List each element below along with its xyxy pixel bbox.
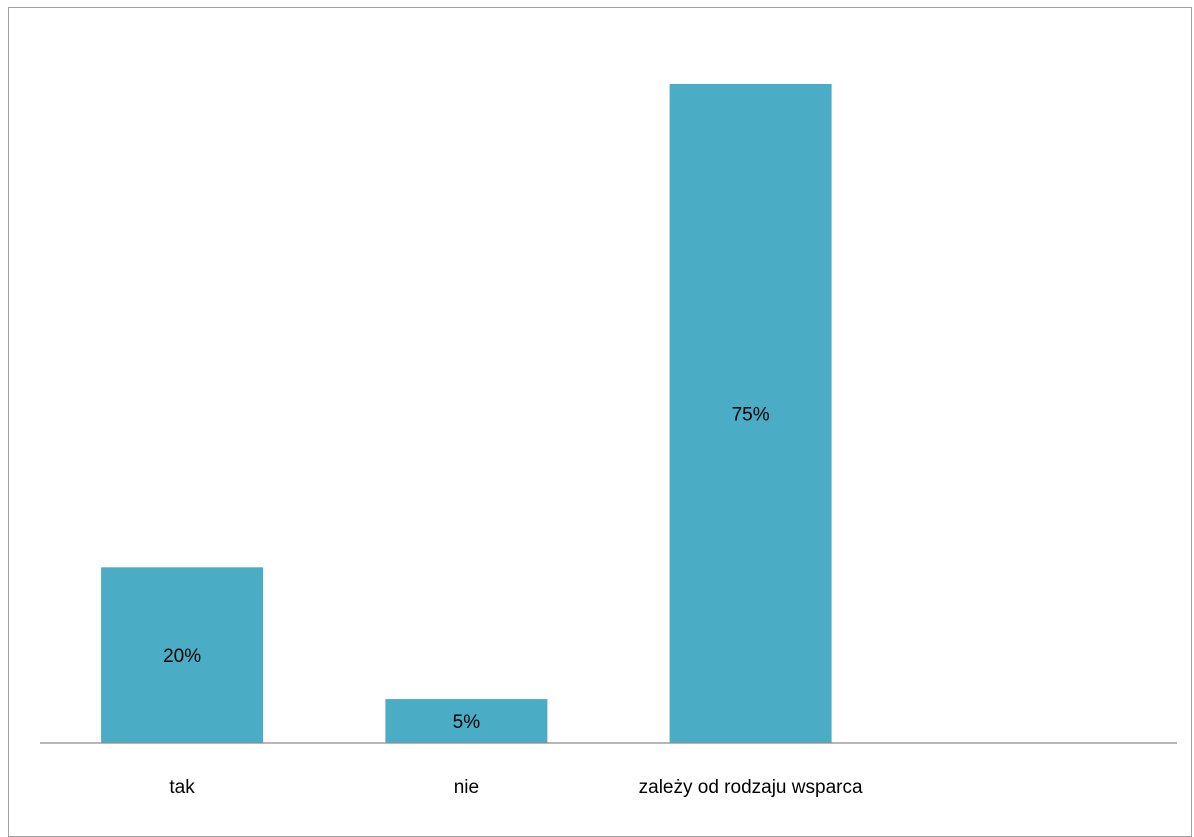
data-label-nie: 5% bbox=[453, 712, 481, 733]
bar-zalezy-od-rodzaju-wsparca bbox=[669, 84, 832, 743]
category-label-nie: nie bbox=[454, 777, 479, 798]
data-label-tak: 20% bbox=[163, 646, 201, 667]
data-label-zalezy-od-rodzaju-wsparca: 75% bbox=[732, 405, 770, 426]
bar-tak bbox=[101, 567, 264, 743]
category-labels-layer: tak nie zależy od rodzaju wsparca bbox=[169, 777, 863, 798]
data-labels-layer: 20% 5% 75% bbox=[163, 405, 770, 734]
category-label-zalezy-od-rodzaju-wsparca: zależy od rodzaju wsparca bbox=[639, 777, 863, 798]
category-label-tak: tak bbox=[169, 777, 195, 798]
bar-nie bbox=[385, 699, 548, 743]
bars-layer bbox=[101, 84, 832, 743]
